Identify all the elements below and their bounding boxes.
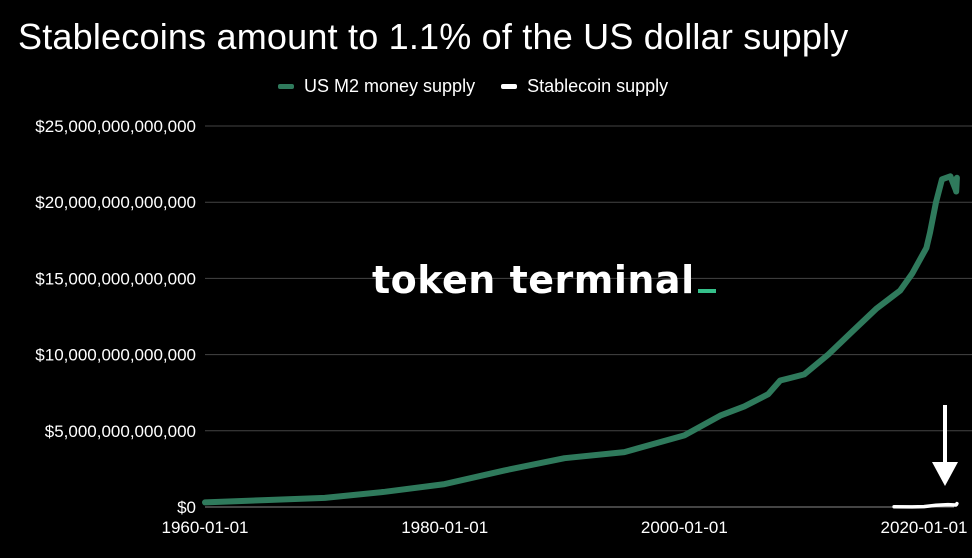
- y-axis-ticks: $0 $5,000,000,000,000 $10,000,000,000,000 $…: [35, 117, 196, 517]
- x-tick-label: 2000-01-01: [641, 518, 728, 537]
- series-line-m2: [202, 173, 960, 506]
- watermark-cursor: [697, 289, 716, 293]
- x-axis-ticks: 1960-01-01 1980-01-01 2000-01-01 2020-01-01: [162, 518, 968, 537]
- legend-swatch-m2: [278, 84, 294, 89]
- legend-label-m2: US M2 money supply: [304, 76, 476, 96]
- legend-item-stablecoin: Stablecoin supply: [501, 76, 668, 97]
- y-tick-label: $5,000,000,000,000: [45, 422, 196, 441]
- legend-item-m2: US M2 money supply: [278, 76, 475, 97]
- x-tick-label: 1960-01-01: [162, 518, 249, 537]
- chart-title: Stablecoins amount to 1.1% of the US dol…: [18, 16, 849, 57]
- y-tick-label: $0: [177, 498, 196, 517]
- x-tick-label: 2020-01-01: [881, 518, 968, 537]
- series-line-stablecoin: [892, 501, 959, 509]
- arrow-head: [932, 462, 958, 486]
- legend-label-stablecoin: Stablecoin supply: [527, 76, 669, 96]
- y-tick-label: $25,000,000,000,000: [35, 117, 196, 136]
- chart-legend: US M2 money supply Stablecoin supply: [278, 76, 668, 97]
- y-tick-label: $10,000,000,000,000: [35, 346, 196, 365]
- series-lines: [202, 173, 960, 509]
- legend-swatch-stablecoin: [501, 84, 518, 89]
- y-tick-label: $15,000,000,000,000: [35, 269, 196, 288]
- gridlines: [205, 125, 972, 508]
- x-tick-label: 1980-01-01: [401, 518, 488, 537]
- token-terminal-logo: token terminal: [372, 258, 716, 302]
- annotation-arrow: [932, 405, 958, 486]
- y-tick-label: $20,000,000,000,000: [35, 193, 196, 212]
- watermark-text: token terminal: [372, 258, 695, 302]
